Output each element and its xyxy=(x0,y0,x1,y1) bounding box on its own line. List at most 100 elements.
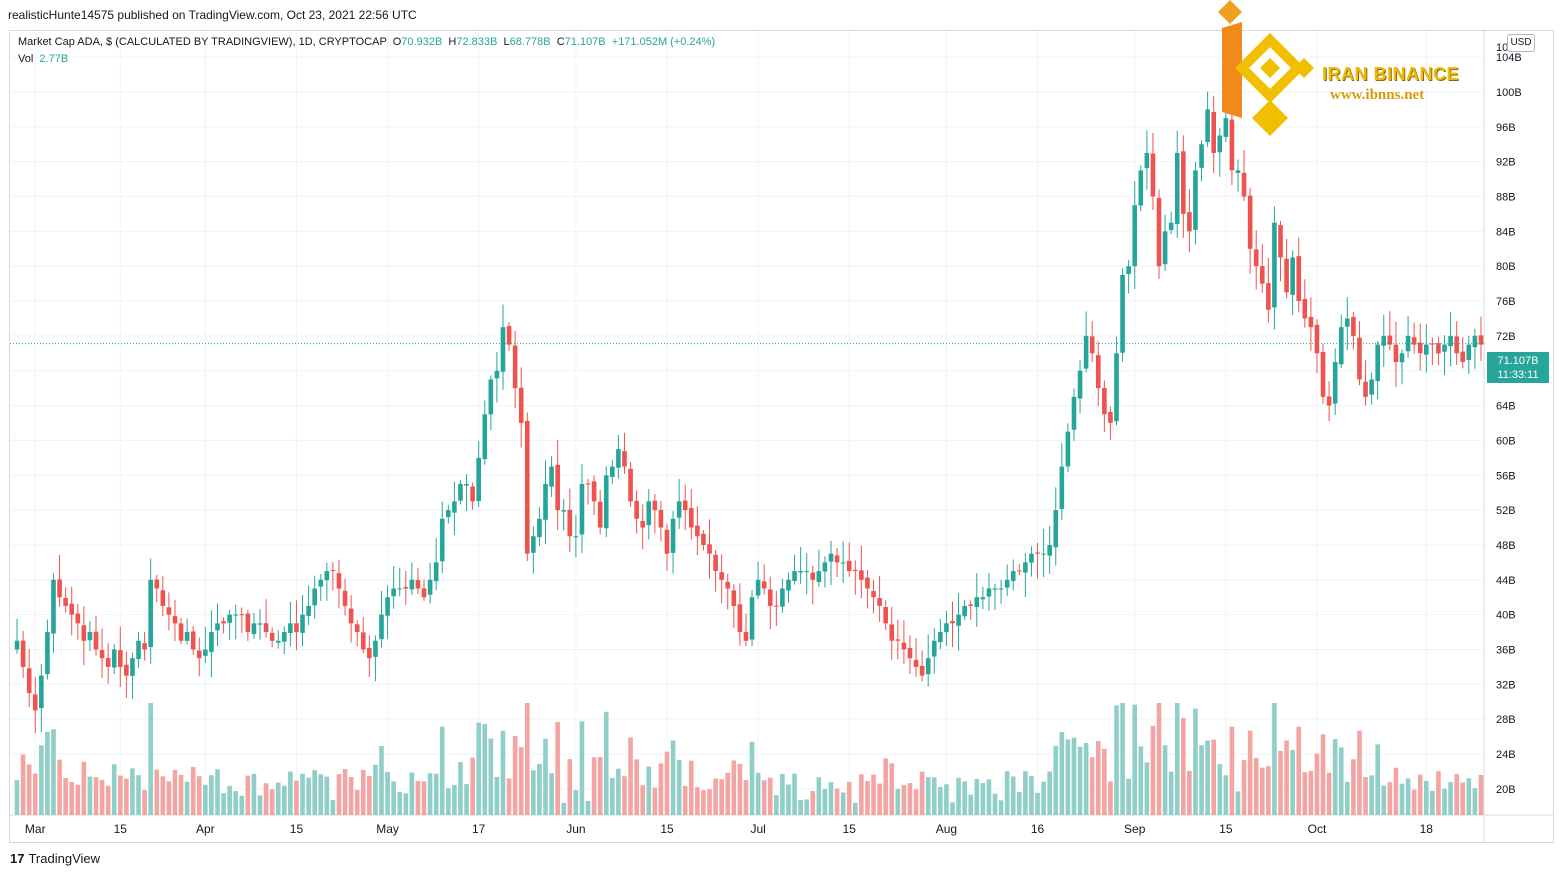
x-tick-label: Apr xyxy=(196,822,215,836)
candle-body xyxy=(397,588,403,590)
volume-bar xyxy=(1448,782,1453,815)
volume-bar xyxy=(1035,792,1040,815)
volume-bar xyxy=(780,773,785,815)
candle-body xyxy=(464,483,469,486)
legend-volume-label: Vol xyxy=(18,53,34,65)
candle-body xyxy=(1223,118,1229,137)
candle-body xyxy=(567,509,573,537)
x-tick-label: 17 xyxy=(472,822,486,836)
volume-bar xyxy=(373,764,378,815)
candle-body xyxy=(524,420,530,554)
candle-body xyxy=(354,624,360,633)
volume-bar xyxy=(439,726,445,815)
volume-bar xyxy=(1047,771,1052,815)
candle-body xyxy=(1083,335,1089,369)
volume-bar xyxy=(652,787,658,815)
y-tick-label: 52B xyxy=(1496,505,1516,517)
volume-bar xyxy=(482,724,488,815)
volume-bar xyxy=(81,761,87,815)
candle-body xyxy=(282,632,287,642)
volume-bar xyxy=(415,781,421,815)
volume-bar xyxy=(166,781,172,815)
x-tick-label: Oct xyxy=(1308,822,1327,836)
volume-bar xyxy=(32,773,38,815)
candle-body xyxy=(792,571,797,581)
candle-body xyxy=(719,572,724,580)
tradingview-brand[interactable]: 17 TradingView xyxy=(10,851,100,866)
volume-bar xyxy=(154,769,160,815)
volume-bar xyxy=(452,785,457,815)
volume-bar xyxy=(470,757,475,815)
candle-body xyxy=(482,414,488,460)
volume-bar xyxy=(215,769,220,815)
volume-bar xyxy=(1266,766,1271,815)
candle-body xyxy=(1241,172,1247,197)
iran-binance-logo-icon xyxy=(1218,0,1314,136)
candle-body xyxy=(834,555,840,563)
volume-bar xyxy=(379,745,384,815)
volume-bar xyxy=(433,773,439,815)
candle-body xyxy=(956,614,961,626)
volume-bar xyxy=(931,777,937,815)
volume-bar xyxy=(172,769,178,815)
candle-body xyxy=(913,659,919,667)
candle-body xyxy=(1077,370,1083,399)
volume-bar xyxy=(75,784,81,815)
candle-body xyxy=(628,468,633,502)
candle-body xyxy=(816,571,822,582)
candle-body xyxy=(1308,316,1314,328)
volume-bar xyxy=(828,782,834,815)
currency-badge[interactable]: USD xyxy=(1507,34,1535,52)
volume-bar xyxy=(1168,771,1174,815)
volume-bar xyxy=(1357,730,1362,815)
volume-bar xyxy=(701,790,706,815)
candle-body xyxy=(859,570,864,580)
volume-bar xyxy=(755,772,761,815)
volume-bar xyxy=(251,773,257,815)
candle-body xyxy=(743,631,749,641)
y-tick-label: 84B xyxy=(1496,226,1516,238)
volume-bar xyxy=(1144,762,1150,815)
volume-bar xyxy=(1351,759,1356,815)
candle-body xyxy=(962,605,967,617)
candle-body xyxy=(196,650,202,659)
candle-body xyxy=(93,631,99,650)
candle-body xyxy=(1132,205,1138,267)
y-tick-label: 32B xyxy=(1496,679,1516,691)
candle-body xyxy=(713,554,718,572)
volume-bar xyxy=(664,751,670,815)
volume-bar xyxy=(324,776,330,815)
y-tick-label: 76B xyxy=(1496,296,1516,308)
candle-body xyxy=(1138,170,1144,206)
volume-bar xyxy=(130,768,135,815)
candle-body xyxy=(99,650,105,659)
legend-low-value: 68.778B xyxy=(509,36,551,48)
x-tick-label: 15 xyxy=(843,822,857,836)
candle-body xyxy=(275,640,281,643)
candle-body xyxy=(1302,299,1308,319)
candle-body xyxy=(63,597,68,606)
chart-frame[interactable] xyxy=(9,30,1554,843)
volume-bar xyxy=(1211,739,1216,815)
candle-body xyxy=(154,579,160,589)
volume-bar xyxy=(913,789,919,815)
candle-body xyxy=(1436,343,1441,354)
legend-low-label: L xyxy=(503,36,510,48)
volume-bar xyxy=(124,778,129,815)
candle-body xyxy=(1387,335,1393,345)
volume-bar xyxy=(1017,792,1022,815)
volume-bar xyxy=(1253,757,1259,815)
candle-body xyxy=(822,562,828,572)
volume-bar xyxy=(798,799,803,815)
volume-bar xyxy=(385,771,390,815)
candle-body xyxy=(707,544,712,554)
candle-body xyxy=(184,632,190,641)
volume-bar xyxy=(1041,781,1046,815)
volume-bar xyxy=(69,781,75,815)
volume-bar xyxy=(360,769,366,815)
volume-bar xyxy=(1393,767,1399,815)
candle-body xyxy=(531,536,536,553)
volume-bar xyxy=(148,703,153,815)
candle-body xyxy=(269,632,275,641)
